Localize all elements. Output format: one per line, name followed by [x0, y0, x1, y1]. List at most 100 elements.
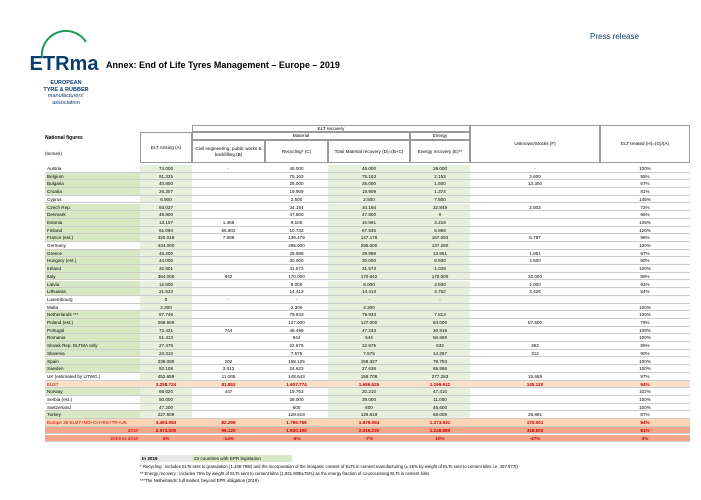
cell	[470, 227, 600, 235]
cell	[192, 334, 265, 343]
cell: 96.120	[192, 426, 265, 435]
cell: 312	[470, 350, 600, 358]
cell: 75.163	[328, 172, 410, 181]
cell	[192, 242, 265, 250]
cell: 170.000	[265, 273, 328, 281]
cell	[192, 265, 265, 273]
cell: 1.199.912	[410, 380, 470, 389]
cell: 227.509	[140, 411, 192, 420]
cell: 100%	[600, 242, 690, 250]
cell: 100%	[600, 358, 690, 366]
cell: 94%	[600, 419, 690, 427]
cell: 108%	[600, 327, 690, 335]
cell: 3%	[600, 434, 690, 443]
cell	[192, 350, 265, 358]
cell: 295.000	[265, 242, 328, 250]
cell: 44.000	[140, 257, 192, 266]
cell: -	[192, 165, 265, 173]
cell: 295.000	[328, 242, 410, 250]
cell: 91%	[600, 426, 690, 435]
cell: 47.800	[328, 211, 410, 219]
cell: 100%	[600, 365, 690, 373]
cell: 600	[328, 403, 410, 412]
cell: 0	[140, 295, 192, 304]
cell: 8.000	[328, 280, 410, 289]
cell: 100%	[600, 311, 690, 319]
cell: 1.028	[410, 265, 470, 273]
cell	[470, 404, 600, 412]
cell: 158.327	[328, 357, 410, 366]
cell	[470, 327, 600, 335]
cell: 2.802	[470, 204, 600, 212]
cell: 7.500	[410, 195, 470, 204]
cell: 65.896	[410, 365, 470, 373]
cell: 84.000	[410, 319, 470, 327]
cell: 139.479	[265, 234, 328, 242]
cell: 39.000	[265, 396, 328, 404]
cell: 167.053	[410, 234, 470, 242]
cell: 3.258.724	[140, 380, 192, 389]
cell: 10.733	[265, 227, 328, 235]
cell: 47.200	[140, 403, 192, 412]
cell: 2.153	[410, 172, 470, 181]
cell: 31.573	[265, 265, 328, 273]
cell: 92.108	[140, 365, 192, 373]
cell: 7.699	[192, 234, 265, 242]
cell	[192, 396, 265, 404]
cell: 145%	[600, 196, 690, 204]
row-label: Serbia (est.)	[45, 396, 140, 404]
title: Annex: End of Life Tyres Management – Eu…	[106, 60, 340, 70]
cell: 129.619	[265, 411, 328, 420]
cell: 31.573	[328, 265, 410, 273]
cell: 32.601	[140, 265, 192, 273]
cell: 75.163	[265, 173, 328, 181]
row-label: Sweden	[45, 365, 140, 373]
cell	[470, 242, 600, 250]
cell: 45.200	[140, 249, 192, 258]
cell: 100%	[600, 404, 690, 412]
cell: 79.933	[328, 311, 410, 319]
cell: -	[470, 165, 600, 173]
cell: 137.250	[410, 242, 470, 250]
footer-note: * Recycling : includes ELTs sent to gran…	[140, 464, 518, 469]
cell: 100%	[600, 265, 690, 273]
cell: 2.016.220	[328, 426, 410, 435]
cell: 24.310	[140, 349, 192, 358]
cell: -47%	[470, 434, 600, 443]
cell: 47.800	[265, 211, 328, 219]
row-label: UK (estimated by UTWG.)	[45, 373, 140, 381]
head-unknown: Unknown/Stocks (F)	[470, 125, 600, 163]
cell: -14%	[192, 434, 265, 443]
cell: 9.106	[265, 219, 328, 227]
head-recovery: ELT recovery	[192, 125, 470, 132]
cell: 447	[192, 388, 265, 396]
cell: 66.620	[140, 388, 192, 396]
cell: 0	[410, 211, 470, 219]
cell: 452.659	[140, 372, 192, 381]
cell: 202	[192, 358, 265, 366]
cell: 600	[265, 404, 328, 412]
cell: 1.500	[410, 180, 470, 189]
cell: 127.000	[328, 319, 410, 327]
cell: 10.591	[328, 218, 410, 227]
cell: 49.900	[140, 211, 192, 219]
cell	[192, 319, 265, 327]
row-label: Belgium	[45, 172, 140, 181]
cell: 744	[192, 327, 265, 335]
cell	[192, 311, 265, 319]
logo-caption: EUROPEAN TYRE & RUBBER manufacturers' as…	[28, 80, 104, 106]
head-arising: ELT Arising (A)	[140, 132, 192, 163]
cell	[470, 219, 600, 227]
row-label: Estonia	[45, 218, 140, 227]
cell: 2.500	[265, 196, 328, 204]
cell: 81%	[600, 188, 690, 196]
cell	[192, 250, 265, 258]
footer-epr: 23 countries with EPR legislation	[192, 455, 292, 462]
cell: 20.210	[328, 388, 410, 396]
footer-note: ** Energy recovery : includes 75% by wei…	[140, 471, 430, 476]
cell: 47.243	[328, 326, 410, 335]
cell: 84%	[600, 288, 690, 296]
cell: 79%	[600, 319, 690, 327]
cell	[600, 296, 690, 304]
cell: 3.752	[410, 288, 470, 296]
